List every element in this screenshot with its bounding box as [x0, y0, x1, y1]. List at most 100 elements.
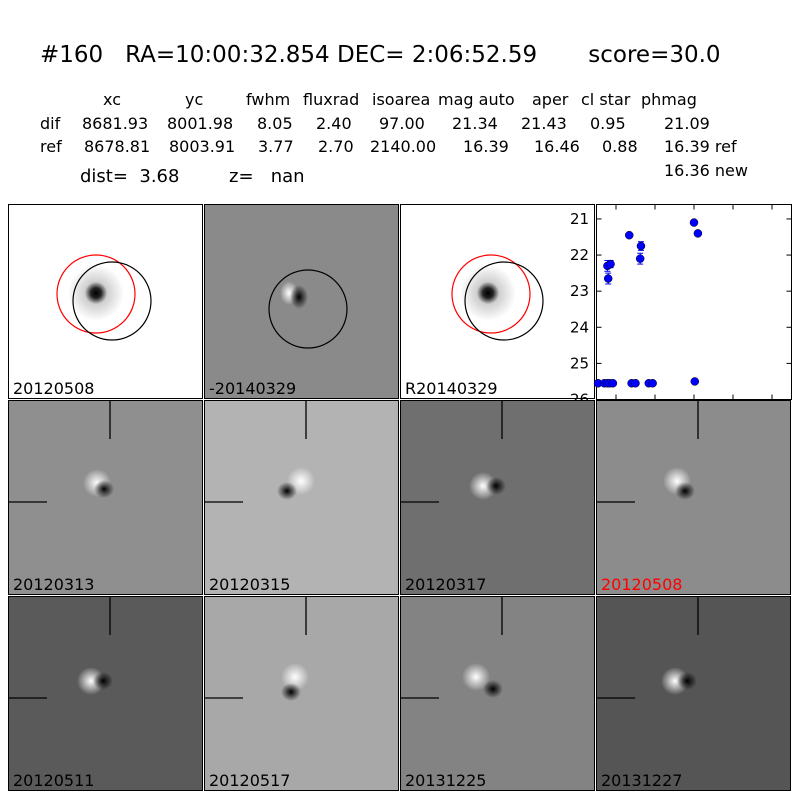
- cutout-epoch-5: 20120517: [204, 596, 399, 791]
- cutout-background: [401, 401, 594, 594]
- col-header-yc: yc: [185, 90, 204, 109]
- negative-residual: [677, 672, 697, 690]
- page-title: #160 RA=10:00:32.854 DEC= 2:06:52.59 sco…: [40, 42, 721, 68]
- dif-yc: 8001.98: [167, 114, 234, 133]
- negative-residual: [281, 683, 301, 701]
- negative-residual: [94, 480, 114, 498]
- negative-residual: [93, 672, 113, 690]
- cutout-svg: [597, 401, 790, 594]
- cutout-epoch-3: 20120508: [596, 400, 791, 595]
- cutout-epoch-6: 20131225: [400, 596, 595, 791]
- negative-residual: [675, 482, 695, 500]
- cutout-epoch-4: 20120511: [8, 596, 203, 791]
- col-header-mag-auto: mag auto: [438, 90, 515, 109]
- cutout-background: [9, 401, 202, 594]
- cutout-svg: [401, 401, 594, 594]
- cutout-svg: [401, 597, 594, 790]
- cutout-background: [9, 597, 202, 790]
- data-point: [636, 241, 646, 251]
- panel-label: R20140329: [405, 379, 498, 398]
- y-tick-label: 23: [570, 282, 589, 300]
- col-header-fwhm: fwhm: [246, 90, 291, 109]
- source-aperture-circle: [464, 261, 544, 341]
- cutout-epoch-2: 20120317: [400, 400, 595, 595]
- cutout-ref-image: R20140329: [400, 204, 595, 399]
- panel-label: 20120511: [13, 771, 95, 790]
- dif-isoarea: 97.00: [379, 114, 425, 133]
- row-label-dif: dif: [40, 114, 61, 133]
- panel-label: 20131225: [405, 771, 487, 790]
- data-point: [608, 379, 618, 388]
- col-header-aper: aper: [532, 90, 569, 109]
- cutout-background: [597, 597, 790, 790]
- cutout-svg: [205, 401, 398, 594]
- star-blob: [68, 265, 124, 321]
- ref-fluxrad: 2.70: [318, 137, 354, 156]
- dif-mag-auto: 21.34: [452, 114, 498, 133]
- data-point: [635, 254, 645, 263]
- col-header-fluxrad: fluxrad: [303, 90, 360, 109]
- y-tick-label: 25: [570, 354, 589, 372]
- cutout-svg: [9, 401, 202, 594]
- dif-aper: 21.43: [521, 114, 567, 133]
- col-header-phmag: phmag: [641, 90, 697, 109]
- ref-fwhm: 3.77: [258, 137, 294, 156]
- col-header-xc: xc: [103, 90, 121, 109]
- panel-label: 20120317: [405, 575, 487, 594]
- panel-label: 20120315: [209, 575, 291, 594]
- data-point: [689, 218, 699, 227]
- reference-aperture-circle: [56, 254, 136, 334]
- panel-label: 20120517: [209, 771, 291, 790]
- data-point: [606, 259, 615, 269]
- ref-phmag: 16.39 ref: [664, 137, 737, 156]
- negative-residual: [277, 482, 297, 500]
- dif-cl-star: 0.95: [590, 114, 626, 133]
- cutout-epoch-1: 20120315: [204, 400, 399, 595]
- y-tick-label: 22: [570, 246, 589, 264]
- reference-aperture-circle: [451, 254, 531, 334]
- data-point: [693, 229, 703, 238]
- y-tick-label: 21: [570, 210, 589, 228]
- cutout-ref-svg: [401, 205, 594, 398]
- dif-xc: 8681.93: [82, 114, 149, 133]
- negative-residual: [483, 680, 503, 698]
- cutout-background: [597, 401, 790, 594]
- data-point: [690, 377, 700, 386]
- dif-fluxrad: 2.40: [316, 114, 352, 133]
- redshift-readout: z= nan: [229, 166, 305, 187]
- ref-xc: 8678.81: [84, 137, 151, 156]
- cutout-diff-svg: [205, 205, 398, 398]
- panel-label: -20140329: [209, 379, 297, 398]
- data-point: [631, 379, 640, 388]
- dist-readout: dist= 3.68: [80, 166, 180, 187]
- cutout-epoch-0: 20120313: [8, 400, 203, 595]
- source-aperture-circle: [72, 261, 152, 341]
- panel-label: 20120508: [601, 575, 683, 594]
- cutout-svg: [205, 597, 398, 790]
- cutout-background: [205, 597, 398, 790]
- plot-points: [593, 218, 703, 388]
- data-point: [625, 230, 634, 240]
- cutout-svg: [597, 597, 790, 790]
- dif-fwhm: 8.05: [257, 114, 293, 133]
- negative-residual: [486, 477, 506, 495]
- star-blob: [460, 265, 516, 321]
- y-tick-label: 24: [570, 318, 589, 336]
- row-label-ref: ref: [40, 137, 62, 156]
- ref-aper: 16.46: [534, 137, 580, 156]
- panel-label: 20120313: [13, 575, 95, 594]
- col-header-cl-star: cl star: [581, 90, 631, 109]
- cutout-svg: [9, 597, 202, 790]
- source-aperture-circle: [268, 269, 348, 349]
- ref-yc: 8003.91: [169, 137, 236, 156]
- positive-residual: [462, 663, 490, 691]
- panel-label: 20131227: [601, 771, 683, 790]
- cutout-new-svg: [9, 205, 202, 398]
- panel-label: 20120508: [13, 379, 95, 398]
- negative-residual: [290, 285, 308, 309]
- dif-phmag: 21.09: [664, 114, 710, 133]
- cutout-background: [205, 401, 398, 594]
- phmag-new: 16.36 new: [664, 161, 748, 180]
- cutout-new-image: 20120508: [8, 204, 203, 399]
